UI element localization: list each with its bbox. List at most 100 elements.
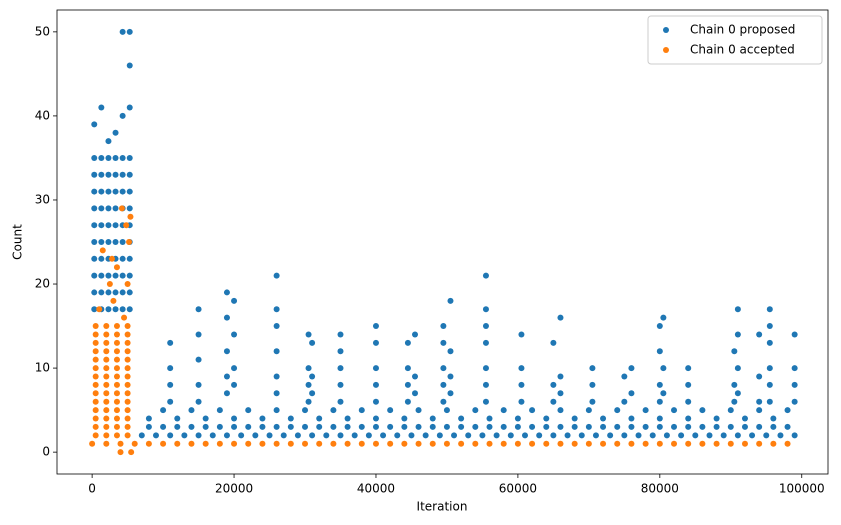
x-tick-label: 0 <box>88 482 96 496</box>
point <box>585 407 592 414</box>
point <box>98 255 105 262</box>
point <box>174 423 181 430</box>
point <box>167 339 174 346</box>
point <box>113 415 120 422</box>
point <box>749 432 756 439</box>
point <box>105 188 112 195</box>
point <box>126 289 133 296</box>
point <box>252 432 259 439</box>
point <box>521 432 528 439</box>
point <box>337 381 344 388</box>
point <box>119 112 126 119</box>
point <box>98 188 105 195</box>
point <box>105 272 112 279</box>
point <box>181 432 188 439</box>
point <box>642 440 649 447</box>
point <box>245 423 252 430</box>
point <box>699 440 706 447</box>
point <box>105 205 112 212</box>
point <box>529 423 536 430</box>
point <box>731 381 738 388</box>
point <box>112 171 119 178</box>
point <box>429 423 436 430</box>
point <box>415 407 422 414</box>
point <box>119 289 126 296</box>
x-axis-label: Iteration <box>417 500 468 514</box>
point <box>124 373 131 380</box>
point <box>223 314 230 321</box>
point <box>287 415 294 422</box>
point <box>766 306 773 313</box>
point <box>372 415 379 422</box>
point <box>223 373 230 380</box>
point <box>103 381 110 388</box>
point <box>103 415 110 422</box>
point <box>273 423 280 430</box>
point <box>287 423 294 430</box>
point <box>273 440 280 447</box>
point <box>777 432 784 439</box>
point <box>92 398 99 405</box>
point <box>628 415 635 422</box>
point <box>113 264 120 271</box>
legend: Chain 0 proposed Chain 0 accepted <box>647 15 823 65</box>
point <box>121 314 128 321</box>
point <box>309 339 316 346</box>
point <box>110 297 117 304</box>
point <box>518 381 525 388</box>
point <box>91 188 98 195</box>
point <box>113 323 120 330</box>
point <box>113 398 120 405</box>
legend-label: Chain 0 accepted <box>690 43 795 57</box>
point <box>309 432 316 439</box>
point <box>600 423 607 430</box>
point <box>585 423 592 430</box>
point <box>112 272 119 279</box>
point <box>330 407 337 414</box>
point <box>656 423 663 430</box>
point <box>119 171 126 178</box>
point <box>404 381 411 388</box>
point <box>482 272 489 279</box>
point <box>766 381 773 388</box>
point <box>482 323 489 330</box>
point <box>372 423 379 430</box>
point <box>458 423 465 430</box>
point <box>216 407 223 414</box>
point <box>482 339 489 346</box>
point <box>273 348 280 355</box>
point <box>231 365 238 372</box>
point <box>112 188 119 195</box>
point <box>231 440 238 447</box>
point <box>91 272 98 279</box>
point <box>394 432 401 439</box>
point <box>766 398 773 405</box>
point <box>105 222 112 229</box>
point <box>514 423 521 430</box>
point <box>119 188 126 195</box>
point <box>174 440 181 447</box>
point <box>472 440 479 447</box>
point <box>103 423 110 430</box>
point <box>91 255 98 262</box>
plot-area <box>89 28 798 456</box>
point <box>656 398 663 405</box>
point <box>656 323 663 330</box>
point <box>337 331 344 338</box>
series <box>91 28 798 439</box>
point <box>685 365 692 372</box>
point <box>706 432 713 439</box>
point <box>458 415 465 422</box>
point <box>358 407 365 414</box>
point <box>766 323 773 330</box>
point <box>415 440 422 447</box>
point <box>105 239 112 245</box>
point <box>734 306 741 313</box>
point <box>649 432 656 439</box>
point <box>571 440 578 447</box>
x-tick-label: 80000 <box>641 482 679 496</box>
point <box>564 432 571 439</box>
point <box>443 423 450 430</box>
point <box>113 356 120 363</box>
point <box>699 423 706 430</box>
